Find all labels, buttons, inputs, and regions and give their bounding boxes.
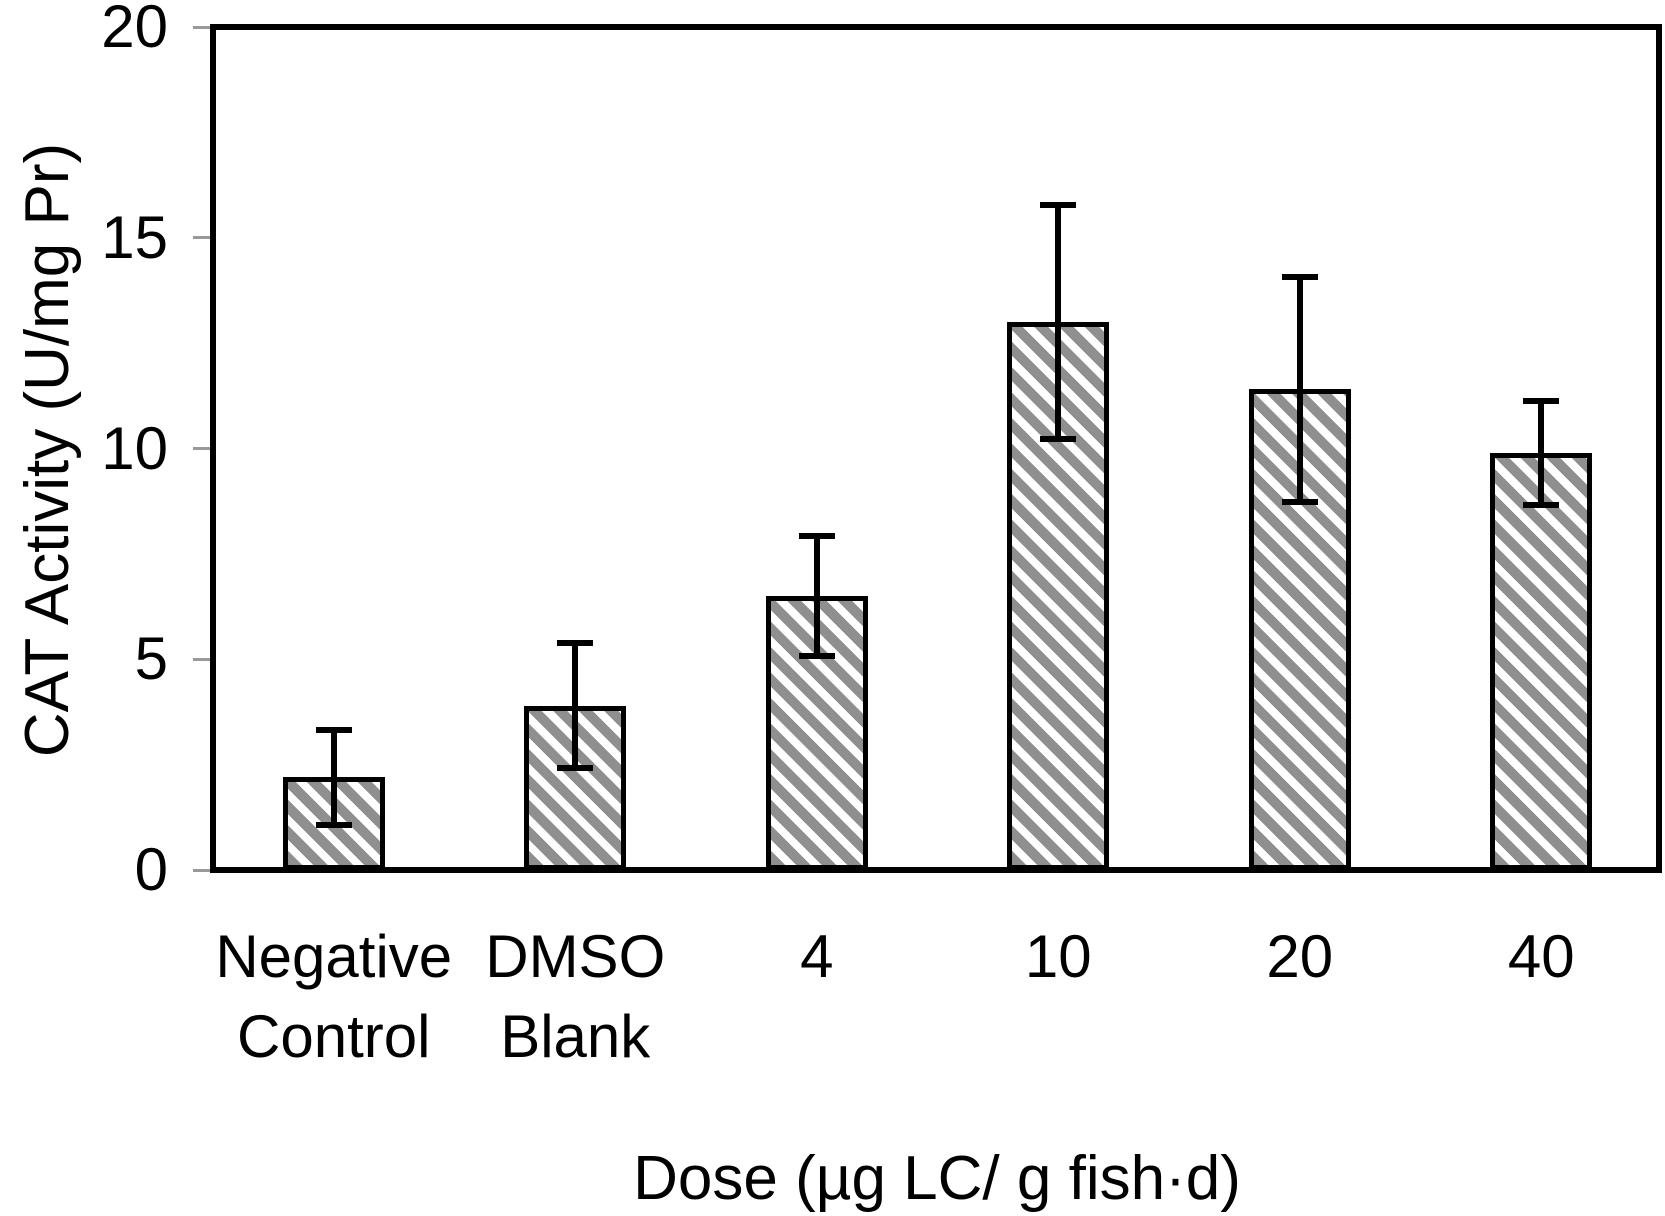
error-whisker <box>1296 273 1303 506</box>
y-tick-mark <box>193 236 210 240</box>
x-axis-title: Dose (µg LC/ g fish·d) <box>633 1144 1241 1213</box>
bar-40 <box>1490 452 1593 870</box>
x-category-label: Negative Control <box>215 923 453 1070</box>
error-cap-top <box>798 532 835 539</box>
error-cap-bottom <box>798 653 835 660</box>
error-cap-bottom <box>1281 499 1318 506</box>
y-tick-mark <box>193 25 210 29</box>
error-whisker <box>330 726 337 828</box>
x-category-label: 4 <box>800 923 834 990</box>
error-cap-top <box>1281 273 1318 280</box>
x-category-label: 10 <box>1024 923 1092 990</box>
x-category-label: DMSO Blank <box>485 923 666 1070</box>
bar-4 <box>765 596 868 870</box>
error-cap-bottom <box>557 764 594 771</box>
error-cap-bottom <box>1523 501 1560 508</box>
error-whisker <box>1538 397 1545 508</box>
y-tick-mark <box>193 657 210 661</box>
error-whisker <box>1055 201 1062 443</box>
error-cap-top <box>315 726 352 733</box>
error-cap-bottom <box>315 821 352 828</box>
y-tick-label: 10 <box>101 414 168 482</box>
error-whisker <box>813 532 820 660</box>
y-tick-mark <box>193 447 210 450</box>
y-tick-label: 5 <box>134 625 168 693</box>
x-category-label: 20 <box>1266 923 1334 990</box>
y-tick-mark <box>193 868 210 872</box>
y-tick-label: 0 <box>134 836 168 903</box>
plot-area <box>210 24 1662 873</box>
error-whisker <box>572 640 579 771</box>
bar-10 <box>1007 322 1110 870</box>
error-cap-top <box>557 640 594 647</box>
y-tick-label: 20 <box>101 0 168 60</box>
error-cap-top <box>1523 397 1560 404</box>
y-tick-label: 15 <box>101 203 168 271</box>
error-cap-bottom <box>1040 436 1077 443</box>
x-category-label: 40 <box>1507 923 1575 990</box>
error-cap-top <box>1040 201 1077 208</box>
